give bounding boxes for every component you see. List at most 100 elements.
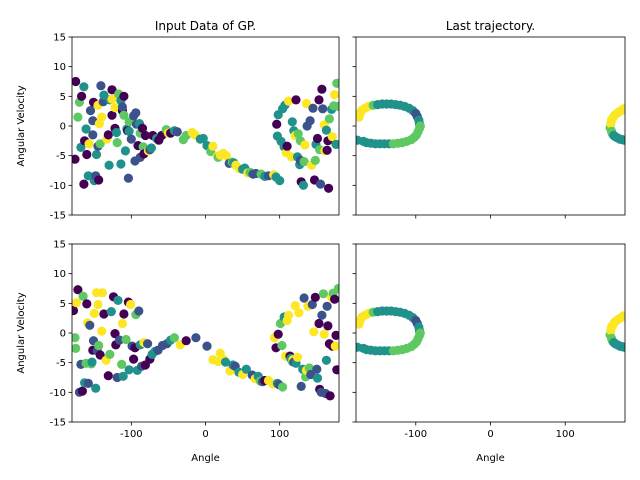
data-point	[110, 103, 120, 113]
data-point	[79, 179, 89, 189]
x-tick-label: 100	[556, 429, 575, 440]
data-point	[123, 173, 133, 183]
data-point	[113, 295, 123, 305]
data-point	[97, 112, 107, 122]
data-point	[202, 341, 212, 351]
data-point	[146, 143, 156, 153]
data-point	[119, 91, 129, 101]
data-point	[104, 160, 114, 170]
data-point	[126, 134, 136, 144]
data-point	[287, 117, 297, 127]
data-point	[95, 139, 105, 149]
data-point	[72, 343, 81, 353]
data-point	[331, 330, 339, 340]
data-point	[172, 127, 182, 137]
data-point	[119, 110, 129, 120]
data-point	[73, 112, 83, 122]
data-point	[322, 301, 332, 311]
data-point	[82, 149, 92, 160]
y-tick-label: -15	[50, 418, 66, 429]
data-point	[317, 310, 327, 320]
data-point	[89, 308, 99, 318]
data-point	[314, 95, 324, 105]
data-point	[315, 179, 326, 189]
scatter-series	[72, 283, 339, 401]
data-point	[85, 320, 95, 330]
x-axis-label: Angle	[476, 453, 504, 464]
data-point	[318, 289, 328, 299]
data-point	[321, 355, 331, 365]
y-tick-label: -15	[50, 211, 66, 222]
x-tick-label: -100	[404, 429, 427, 440]
data-point	[83, 378, 93, 388]
data-point	[94, 340, 104, 351]
data-point	[325, 391, 335, 401]
y-tick-label: -10	[50, 388, 66, 399]
data-point	[126, 299, 136, 310]
data-point	[103, 371, 113, 381]
data-point	[310, 292, 320, 302]
data-point	[324, 114, 334, 124]
data-point	[72, 298, 82, 308]
data-point	[191, 333, 201, 343]
data-point	[221, 151, 231, 161]
data-point	[84, 139, 94, 149]
data-point	[619, 135, 625, 145]
data-point	[112, 138, 122, 148]
data-point	[73, 285, 83, 295]
y-tick-label: 0	[60, 122, 66, 133]
data-point	[107, 110, 117, 120]
data-point	[72, 154, 80, 164]
data-point	[120, 146, 130, 156]
scatter-series	[72, 76, 339, 193]
data-point	[296, 381, 306, 391]
plot-panel-top-right: Last trajectory.	[352, 19, 626, 219]
data-point	[322, 145, 332, 155]
y-tick-label: 0	[60, 329, 66, 340]
y-tick-label: 15	[53, 240, 66, 251]
data-point	[282, 141, 292, 151]
data-point	[330, 341, 339, 351]
data-point	[299, 157, 309, 167]
data-point	[124, 365, 134, 375]
data-point	[293, 129, 303, 139]
data-point	[275, 176, 285, 186]
data-point	[308, 103, 318, 113]
data-point	[305, 116, 315, 126]
data-point	[72, 333, 80, 343]
data-point	[117, 102, 127, 112]
plot-panel-bottom-right: -100 0 100 Angle	[352, 243, 626, 464]
data-point	[312, 364, 322, 374]
data-point	[97, 288, 107, 298]
data-point	[95, 350, 105, 360]
data-point	[72, 76, 81, 87]
data-point	[110, 329, 120, 339]
scatter-series	[356, 306, 625, 356]
data-point	[105, 349, 115, 359]
data-point	[330, 294, 339, 304]
data-point	[111, 127, 122, 138]
y-tick-label: 5	[60, 299, 66, 310]
data-point	[317, 84, 327, 94]
data-point	[333, 283, 339, 294]
data-point	[298, 180, 308, 190]
data-point	[319, 329, 329, 339]
data-point	[82, 299, 92, 309]
data-point	[330, 90, 339, 100]
data-point	[93, 299, 103, 310]
x-tick-label: 0	[202, 429, 208, 440]
data-point	[332, 365, 339, 375]
x-tick-label: -100	[120, 429, 143, 440]
data-point	[312, 373, 323, 383]
data-point	[129, 354, 139, 364]
data-point	[321, 125, 331, 135]
y-tick-label: 10	[53, 269, 66, 280]
data-point	[619, 342, 625, 352]
data-point	[300, 140, 310, 150]
data-point	[79, 82, 89, 92]
data-point	[103, 130, 113, 140]
data-point	[278, 382, 288, 392]
data-point	[333, 101, 339, 111]
data-point	[117, 359, 127, 369]
x-axis-label: Angle	[191, 453, 219, 464]
